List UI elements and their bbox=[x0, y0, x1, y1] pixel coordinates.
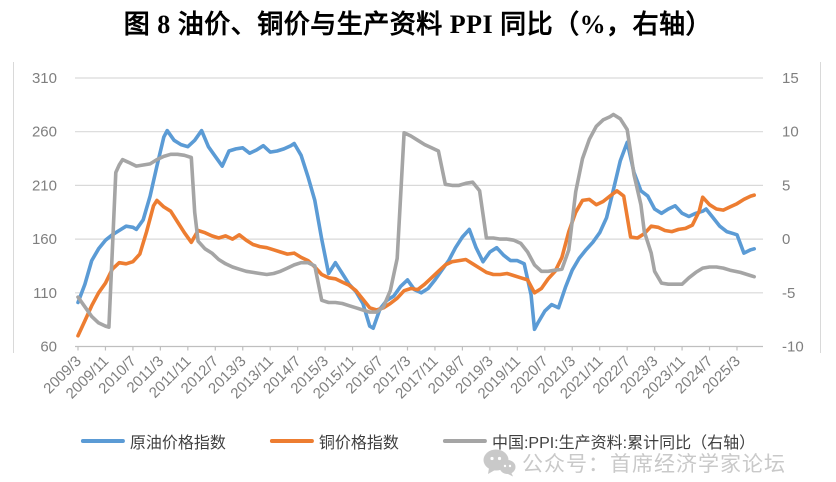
legend: 原油价格指数 铜价格指数 中国:PPI:生产资料:累计同比（右轴） bbox=[80, 429, 756, 453]
right-axis-tick-label: -5 bbox=[782, 285, 795, 302]
left-axis-tick-label: 310 bbox=[32, 70, 57, 87]
left-axis-tick-label: 210 bbox=[32, 177, 57, 194]
oil-line-swatch bbox=[80, 439, 125, 443]
legend-item-ppi: 中国:PPI:生产资料:累计同比（右轴） bbox=[442, 429, 756, 453]
right-axis-tick-label: 15 bbox=[782, 70, 799, 87]
left-axis-tick-label: 260 bbox=[32, 124, 57, 141]
right-axis-tick-label: 10 bbox=[782, 124, 799, 141]
series-line-0 bbox=[76, 128, 757, 332]
legend-label-ppi: 中国:PPI:生产资料:累计同比（右轴） bbox=[491, 435, 756, 452]
series-line-2 bbox=[76, 112, 757, 330]
watermark-text: 公众号：首席经济学家论坛 bbox=[522, 453, 786, 476]
wechat-chat-bubbles-icon bbox=[483, 449, 516, 477]
right-axis-tick-label: 5 bbox=[782, 177, 790, 194]
legend-label-copper: 铜价格指数 bbox=[318, 435, 399, 452]
watermark: 公众号：首席经济学家论坛 bbox=[483, 448, 786, 478]
left-axis-tick-label: 110 bbox=[33, 285, 57, 302]
left-axis-tick-label: 60 bbox=[40, 339, 57, 356]
right-axis-tick-label: 0 bbox=[782, 231, 790, 248]
ppi-line-swatch bbox=[442, 439, 487, 443]
chart-title: 图 8 油价、铜价与生产资料 PPI 同比（%，右轴） bbox=[123, 10, 713, 39]
legend-item-oil: 原油价格指数 bbox=[80, 429, 226, 453]
legend-item-copper: 铜价格指数 bbox=[269, 429, 399, 453]
legend-label-oil: 原油价格指数 bbox=[129, 435, 226, 452]
series-line-1 bbox=[76, 189, 757, 338]
copper-line-swatch bbox=[269, 439, 314, 443]
right-axis-tick-label: -10 bbox=[782, 339, 804, 356]
left-axis-tick-label: 160 bbox=[32, 231, 57, 248]
